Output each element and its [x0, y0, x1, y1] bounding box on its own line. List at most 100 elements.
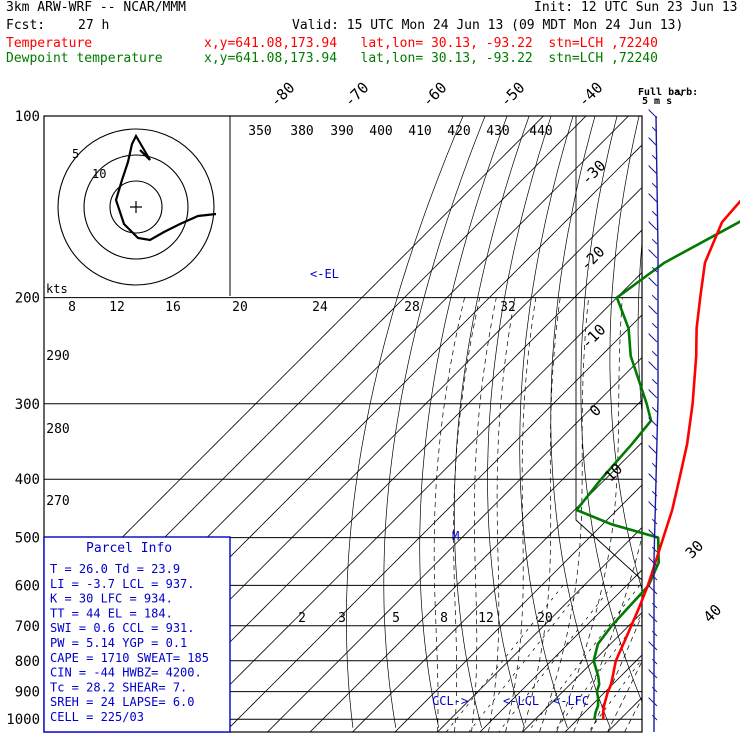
- wind-barb: [651, 602, 658, 609]
- valid-time: Valid: 15 UTC Mon 24 Jun 13 (09 MDT Mon …: [292, 18, 684, 33]
- wind-barb: [648, 585, 658, 595]
- theta-label: 390: [330, 124, 353, 139]
- wind-barb: [651, 714, 658, 721]
- max-level-marker: M: [452, 529, 459, 543]
- level-marker: CCL->: [432, 694, 468, 708]
- mixing-ratio-label: 24: [312, 300, 328, 315]
- wind-barb: [648, 165, 658, 175]
- hodograph-units-label: kts: [46, 282, 68, 296]
- wind-barb: [648, 109, 658, 119]
- isotherm-tick-label: -10: [578, 321, 610, 353]
- pressure-tick-label: 1000: [6, 712, 40, 728]
- wind-barb: [651, 182, 658, 189]
- isotherm-line: [182, 271, 642, 732]
- mixing-ratio-label: 2: [298, 611, 306, 626]
- plot-border: [43, 115, 643, 733]
- dry-adiabat-line: [383, 116, 486, 728]
- wind-barb: [651, 658, 658, 665]
- wind-barb: [651, 378, 658, 385]
- mixing-ratio-label: 12: [478, 611, 494, 626]
- moist-adiabat-line: [573, 535, 642, 732]
- dewpoint-legend-label: Dewpoint temperature: [6, 51, 163, 66]
- parcel-info-row: T = 26.0 Td = 23.9: [50, 562, 180, 576]
- isotherm-tick-label: -70: [341, 79, 373, 111]
- wind-barb: [648, 137, 658, 147]
- moist-adiabat-line: [471, 297, 497, 732]
- mixing-ratio-line: [445, 585, 564, 732]
- wind-barb: [651, 574, 658, 581]
- isotherm-line: [224, 314, 642, 732]
- level-marker: <-LCL: [503, 694, 539, 708]
- wind-barb: [651, 322, 658, 329]
- isotherm-line: [479, 569, 642, 732]
- parcel-info-row: Tc = 28.2 SHEAR= 7.: [50, 680, 187, 694]
- parcel-info-box: Parcel Info T = 26.0 Td = 23.9LI = -3.7 L…: [43, 536, 231, 733]
- dry-adiabat-line: [550, 116, 611, 728]
- wind-barb: [648, 529, 658, 539]
- moist-adiabat-line: [488, 297, 516, 732]
- wind-barb: [648, 249, 658, 259]
- parcel-info-row: TT = 44 EL = 184.: [50, 606, 173, 620]
- forecast-label: Fcst:: [6, 18, 46, 33]
- wind-barb: [651, 294, 658, 301]
- wind-barb: [651, 238, 658, 245]
- parcel-info-title: Parcel Info: [86, 541, 172, 556]
- temperature-location: x,y=641.08,173.94 lat,lon= 30.13, -93.22…: [204, 36, 658, 51]
- mixing-ratio-line: [527, 585, 640, 732]
- mixing-ratio-label: 5: [392, 611, 400, 626]
- hodograph-ring-label: 10: [92, 167, 106, 181]
- dry-adiabat-line: [519, 116, 574, 728]
- pressure-tick-label: 600: [15, 578, 40, 594]
- dry-adiabat-line: [453, 116, 530, 728]
- parcel-info-row: CELL = 225/03: [50, 710, 144, 724]
- parcel-info-row: SREH = 24 LAPSE= 6.0: [50, 695, 195, 709]
- isotherm-tick-label: 30: [682, 537, 708, 563]
- pressure-tick-label: 900: [15, 685, 40, 701]
- parcel-info-row: LI = -3.7 LCL = 937.: [50, 577, 195, 591]
- moist-adiabat-line: [556, 297, 623, 732]
- wind-barb: [648, 669, 658, 679]
- barb-legend-line2: 5 m s: [642, 96, 672, 107]
- parcel-box-border: [43, 536, 231, 733]
- isotherm-line: [139, 229, 642, 732]
- mixing-ratio-label: 20: [537, 611, 553, 626]
- wind-barb: [648, 641, 658, 651]
- mixing-ratio-label: 12: [109, 300, 125, 315]
- pressure-tick-label: 100: [15, 109, 40, 125]
- mixing-ratio-label: 16: [165, 300, 181, 315]
- wind-barb: [648, 361, 658, 371]
- temperature-profile: [601, 199, 740, 720]
- isotherm-line: [650, 116, 740, 732]
- wind-barb: [648, 417, 658, 427]
- isotherm-line: [437, 526, 642, 732]
- pressure-tick-label: 500: [15, 531, 40, 547]
- barb-legend-flag: [675, 89, 683, 97]
- wind-barb: [648, 305, 658, 315]
- theta-label: 440: [529, 124, 552, 139]
- wind-barb: [648, 697, 658, 707]
- temperature-legend-label: Temperature: [6, 36, 93, 51]
- isotherm-tick-label: -60: [419, 79, 451, 111]
- pressure-tick-label: 200: [15, 291, 40, 307]
- theta-label: 410: [408, 124, 431, 139]
- isotherm-tick-label: -20: [577, 243, 609, 275]
- wind-barb: [648, 333, 658, 343]
- wind-barb: [651, 126, 658, 133]
- dry-adiabat-line: [609, 116, 642, 591]
- pressure-tick-label: 300: [15, 397, 40, 413]
- dewpoint-location: x,y=641.08,173.94 lat,lon= 30.13, -93.22…: [204, 51, 658, 66]
- moist-adiabat-line: [539, 297, 589, 732]
- wind-barbs: [648, 109, 659, 732]
- theta-side-label: 290: [46, 349, 69, 364]
- dewpoint-profile: [575, 220, 740, 720]
- wind-barb: [648, 221, 658, 231]
- dry-adiabat-line: [487, 116, 552, 728]
- dry-adiabat-line: [692, 116, 740, 728]
- moist-adiabat-line: [607, 660, 642, 732]
- dry-adiabat-line: [718, 116, 740, 728]
- theta-label: 430: [486, 124, 509, 139]
- wind-barb: [651, 406, 658, 413]
- parcel-info-row: CIN = -44 HWBZ= 4200.: [50, 666, 202, 680]
- pressure-tick-label: 700: [15, 619, 40, 635]
